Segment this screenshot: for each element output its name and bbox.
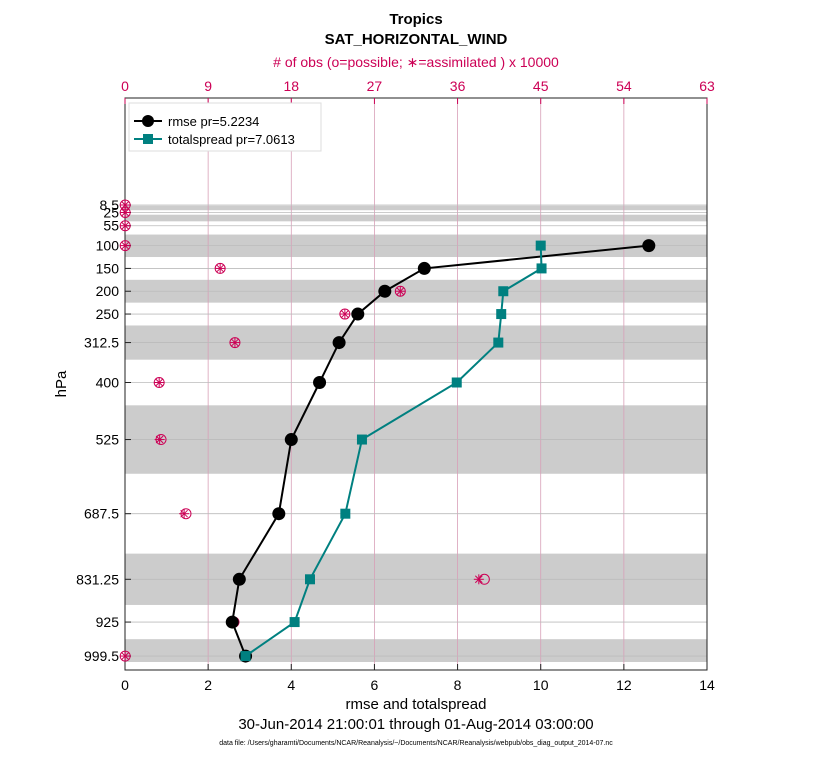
legend-rmse-label: rmse pr=5.2234 [168,114,259,129]
x-tick-label: 4 [287,677,295,693]
data-file-note: data file: /Users/gharamti/Documents/NCA… [219,740,613,747]
obs-star-stroke [155,378,164,387]
chart-title: Tropics [389,11,442,28]
legend-spread-marker [143,134,153,144]
y-tick-label: 831.25 [76,571,119,587]
top-tick-label: 54 [616,78,632,94]
top-tick-label: 27 [367,78,383,94]
top-tick-label: 36 [450,78,466,94]
obs-star-stroke [155,435,164,444]
rmse-point [417,261,431,275]
y-tick-label: 55 [103,218,119,234]
y-tick-label: 687.5 [84,506,119,522]
x-tick-label: 2 [204,677,212,693]
x-tick-label: 14 [699,677,715,693]
totalspread-point [340,508,351,519]
layer-band [125,214,707,222]
obs-assimilated-marker [154,377,165,388]
series-lines [225,239,656,663]
y-tick-label: 8.5 [100,197,120,213]
obs-star-stroke [121,201,130,209]
top-tick-label: 0 [121,78,129,94]
obs-star-stroke [216,264,225,273]
rmse-point [351,307,365,321]
date-range: 30-Jun-2014 21:00:01 through 01-Aug-2014… [238,716,593,733]
obs-assimilated-marker [473,574,484,585]
obs-assimilated-marker [120,651,131,662]
top-tick-label: 9 [204,78,212,94]
rmse-point [313,375,327,389]
rmse-point [332,336,346,350]
obs-assimilated-marker [395,286,406,297]
y-axis-label: hPa [53,370,70,397]
obs-star-stroke [121,208,130,217]
top-tick-label: 63 [699,78,715,94]
x-axis: 0 2 4 6 8 10 12 14 [121,664,715,693]
x-tick-label: 12 [616,677,632,693]
obs-star-stroke [396,287,405,296]
totalspread-point [493,337,504,348]
obs-star-stroke [474,575,483,584]
totalspread-point [240,651,251,662]
y-tick-label: 100 [96,238,120,254]
obs-star-stroke [341,310,349,318]
rmse-point [225,615,239,629]
y-tick-label: 525 [96,432,120,448]
totalspread-point [451,377,462,388]
y-tick-label: 999.5 [84,648,119,664]
totalspread-point [535,240,546,251]
chart-subtitle: SAT_HORIZONTAL_WIND [325,31,508,48]
obs-assimilated-marker [229,337,240,348]
top-tick-label: 18 [283,78,299,94]
obs-assimilated-marker [215,263,226,274]
obs-star-stroke [180,509,188,518]
top-axis-label: # of obs (o=possible; ∗=assimilated ) x … [273,54,559,70]
obs-star-stroke [121,221,130,230]
x-tick-label: 6 [371,677,379,693]
x-axis-label: rmse and totalspread [346,696,487,713]
y-tick-label: 200 [96,283,120,299]
top-tick-label: 45 [533,78,549,94]
totalspread-point [304,574,315,585]
rmse-point [378,284,392,298]
rmse-point [642,239,656,253]
top-axis: 0 9 18 27 36 45 54 63 [121,78,715,104]
plot-frame [124,97,708,671]
obs-assimilated-marker [120,220,131,231]
y-tick-label: 400 [96,374,120,390]
layer-band [125,205,707,211]
totalspread-point [536,263,547,274]
x-tick-label: 10 [533,677,549,693]
y-tick-label: 312.5 [84,335,119,351]
totalspread-point [289,617,300,628]
rmse-point [232,572,246,586]
rmse-point [284,433,298,447]
totalspread-point [496,309,507,320]
totalspread-point [498,286,509,297]
obs-assimilated-marker [179,508,190,519]
legend-box [128,102,322,152]
obs-assimilated-marker [120,240,131,251]
y-tick-label: 925 [96,614,120,630]
legend-rmse-marker [142,115,154,127]
x-tick-label: 8 [454,677,462,693]
x-tick-label: 0 [121,677,129,693]
rmse-point [272,507,286,521]
legend: rmse pr=5.2234 totalspread pr=7.0613 [128,102,322,152]
y-tick-label: 150 [96,260,120,276]
obs-star-stroke [231,338,239,347]
y-tick-label: 250 [96,306,120,322]
obs-assimilated-marker [154,434,165,445]
obs-star-stroke [121,652,130,660]
y-tick-label: 25 [103,205,119,221]
obs-star-stroke [121,241,130,250]
obs-assimilated-marker [339,309,350,320]
totalspread-point [356,434,367,445]
obs-assimilated-marker [120,207,131,218]
legend-spread-label: totalspread pr=7.0613 [168,132,295,147]
layer-band [125,639,707,662]
